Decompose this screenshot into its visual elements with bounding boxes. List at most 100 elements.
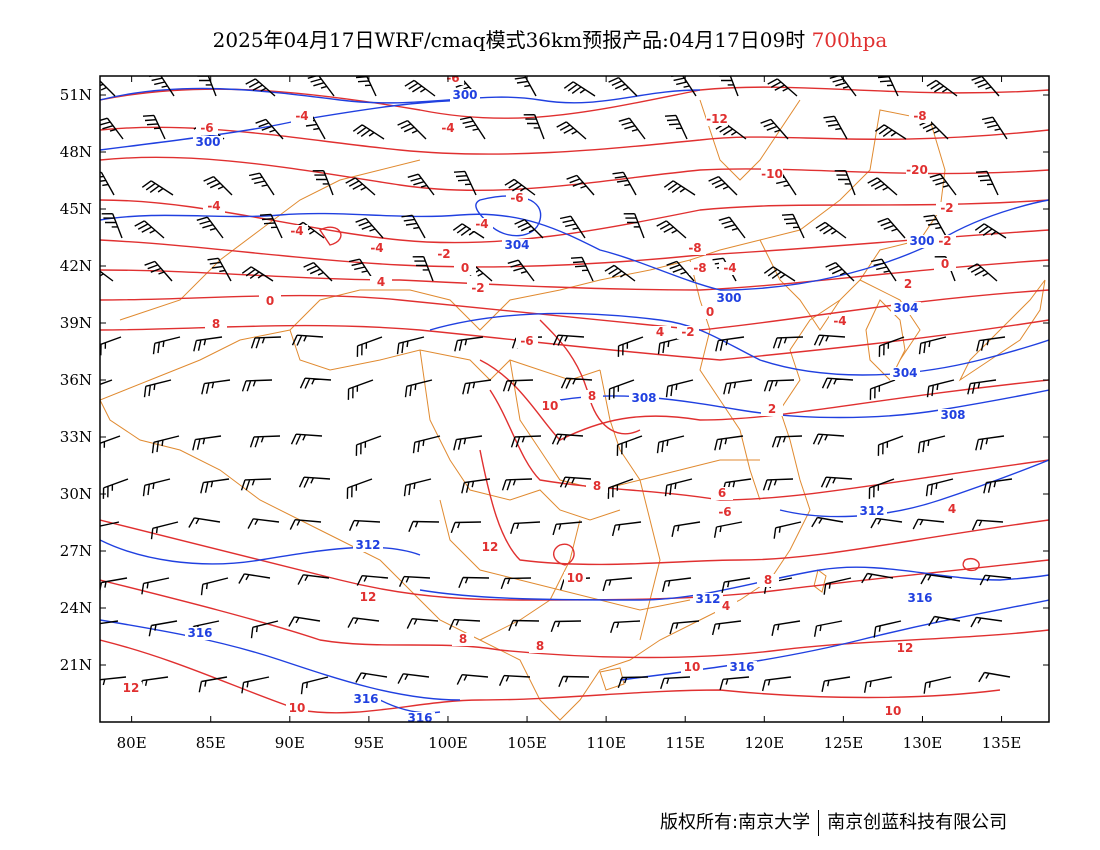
- temperature-label-bg: [706, 113, 728, 126]
- lat-tick-label: 42N: [60, 257, 92, 275]
- isotherm: [100, 156, 1049, 192]
- height-label-bg: [727, 661, 757, 674]
- wind-barb: [100, 620, 119, 625]
- height-label: 300: [195, 135, 220, 149]
- wind-barb: [771, 435, 803, 448]
- wind-barb: [975, 435, 1005, 451]
- wind-barb: [566, 174, 595, 196]
- wind-barb: [462, 379, 492, 395]
- province-line: [599, 369, 661, 641]
- wind-barb: [552, 521, 583, 536]
- temperature-label-bg: [539, 400, 561, 413]
- temperature-label-bg: [906, 164, 928, 177]
- temperature-label-bg: [286, 225, 308, 238]
- wind-barb: [510, 435, 542, 448]
- temperature-label-bg: [934, 258, 956, 271]
- height-contours: [100, 87, 1049, 714]
- temperature-label-bg: [564, 572, 586, 585]
- wind-barb: [877, 217, 906, 239]
- wind-barb: [102, 478, 129, 499]
- wind-barb: [813, 620, 843, 637]
- wind-barb: [141, 180, 174, 196]
- wind-barb: [408, 520, 440, 533]
- temperature-label: -2: [938, 234, 951, 248]
- wind-barb: [288, 616, 321, 627]
- wind-barb: [461, 478, 491, 494]
- height-label: 312: [859, 504, 884, 518]
- height-label-bg: [502, 239, 532, 252]
- height-label: 300: [452, 88, 477, 102]
- wind-barb: [763, 266, 796, 282]
- wind-barb: [300, 676, 329, 695]
- wind-barb: [976, 336, 1006, 352]
- isotherm: [100, 229, 1049, 268]
- wind-barb: [355, 672, 388, 683]
- copyright-footer: 版权所有:南京大学 南京创蓝科技有限公司: [660, 808, 1007, 836]
- wind-barb: [656, 220, 687, 239]
- wind-barb: [812, 433, 845, 445]
- wind-barb: [867, 177, 898, 196]
- wind-barb: [289, 519, 322, 530]
- wind-barb: [259, 213, 283, 239]
- lat-tick-label: 24N: [60, 599, 92, 617]
- wind-barb: [607, 478, 634, 499]
- wind-barb: [666, 260, 695, 282]
- temperature-label-bg: [286, 702, 308, 715]
- wind-barb: [623, 213, 645, 239]
- temperature-label-bg: [467, 282, 489, 295]
- wind-barb: [772, 336, 804, 349]
- province-line: [439, 499, 691, 611]
- temperature-label: 2: [904, 277, 912, 291]
- height-label: 308: [631, 391, 656, 405]
- lat-tick-label: 45N: [60, 200, 92, 218]
- wind-barb: [345, 177, 376, 196]
- height-label: 316: [407, 711, 432, 725]
- temperature-label: 4: [656, 325, 664, 339]
- wind-barb: [877, 435, 904, 456]
- temperature-label-layer: -6-6-4-4-12 -8-10 -20-6-4-4-20-4-2-8-8 -4 0-…: [120, 71, 963, 718]
- copyright-left: 版权所有:南京大学: [660, 812, 811, 833]
- wind-barb: [398, 575, 431, 587]
- wind-barb: [514, 76, 537, 97]
- wind-barb: [249, 435, 281, 448]
- wind-barb: [656, 435, 685, 454]
- temperature-label: -8: [693, 261, 706, 275]
- wind-barb: [307, 76, 335, 97]
- wind-barb: [299, 377, 332, 389]
- wind-barb: [618, 117, 646, 140]
- lon-tick-label: 115E: [665, 734, 705, 752]
- wind-barb: [241, 676, 270, 694]
- wind-barb: [100, 270, 114, 282]
- wind-barb: [396, 336, 425, 355]
- wind-barb: [144, 260, 173, 282]
- taiwan-outline: [813, 569, 827, 593]
- wind-barb: [150, 521, 179, 540]
- isoheight: [429, 312, 1049, 376]
- temperature-label: 10: [289, 701, 306, 715]
- temperature-label: -6: [446, 71, 459, 85]
- wind-barb: [602, 577, 633, 592]
- height-label: 316: [353, 692, 378, 706]
- temperature-label-bg: [934, 235, 956, 248]
- isotherm: [100, 319, 1049, 361]
- temperature-label-bg: [581, 390, 603, 403]
- wind-barb: [660, 676, 691, 690]
- temperature-label: -12: [706, 112, 728, 126]
- wind-barb: [250, 620, 279, 639]
- temperature-label: 4: [948, 502, 956, 516]
- wind-barb: [412, 435, 441, 454]
- temperature-label-bg: [897, 278, 919, 291]
- wind-barb: [825, 261, 855, 282]
- height-label-bg: [857, 505, 887, 518]
- wind-barb: [407, 173, 435, 196]
- height-label-bg: [891, 302, 921, 315]
- wind-barb: [346, 478, 373, 499]
- temperature-label-bg: [454, 262, 476, 275]
- wind-barb: [926, 79, 958, 97]
- temperature-label-bg: [437, 122, 459, 135]
- height-label: 308: [940, 408, 965, 422]
- temperature-label: 12: [897, 641, 914, 655]
- wind-barb: [773, 521, 802, 539]
- wind-barb: [347, 379, 374, 400]
